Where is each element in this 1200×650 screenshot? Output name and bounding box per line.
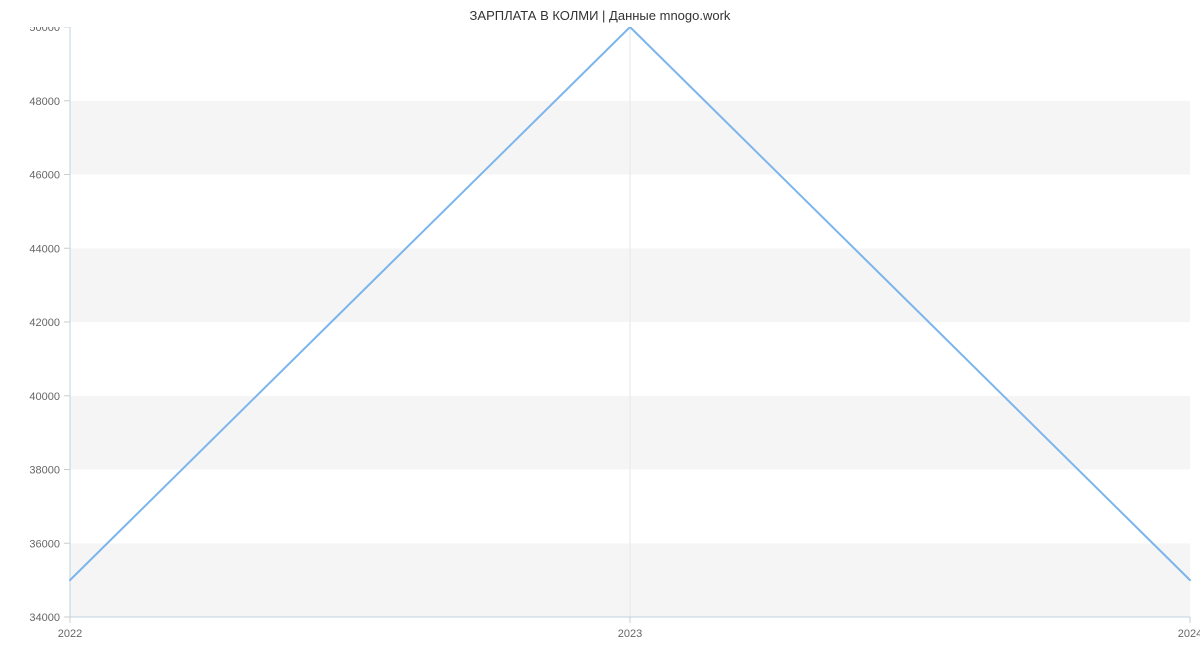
y-tick-label: 46000 <box>29 170 60 182</box>
y-tick-label: 38000 <box>29 465 60 477</box>
line-chart: 34000 36000 38000 40000 42000 44000 46000 48000… <box>0 27 1200 647</box>
y-tick-label: 48000 <box>29 96 60 108</box>
y-tick-label: 50000 <box>29 27 60 34</box>
y-tick-label: 42000 <box>29 317 60 329</box>
y-tick-label: 40000 <box>29 391 60 403</box>
y-tick-label: 44000 <box>29 243 60 255</box>
chart-title: ЗАРПЛАТА В КОЛМИ | Данные mnogo.work <box>0 0 1200 27</box>
chart-container: 34000 36000 38000 40000 42000 44000 46000 48000… <box>0 27 1200 647</box>
y-tick-label: 34000 <box>29 612 60 624</box>
x-tick-label: 2024 <box>1178 628 1200 640</box>
y-tick-label: 36000 <box>29 538 60 550</box>
x-tick-label: 2023 <box>618 628 642 640</box>
x-tick-label: 2022 <box>58 628 82 640</box>
